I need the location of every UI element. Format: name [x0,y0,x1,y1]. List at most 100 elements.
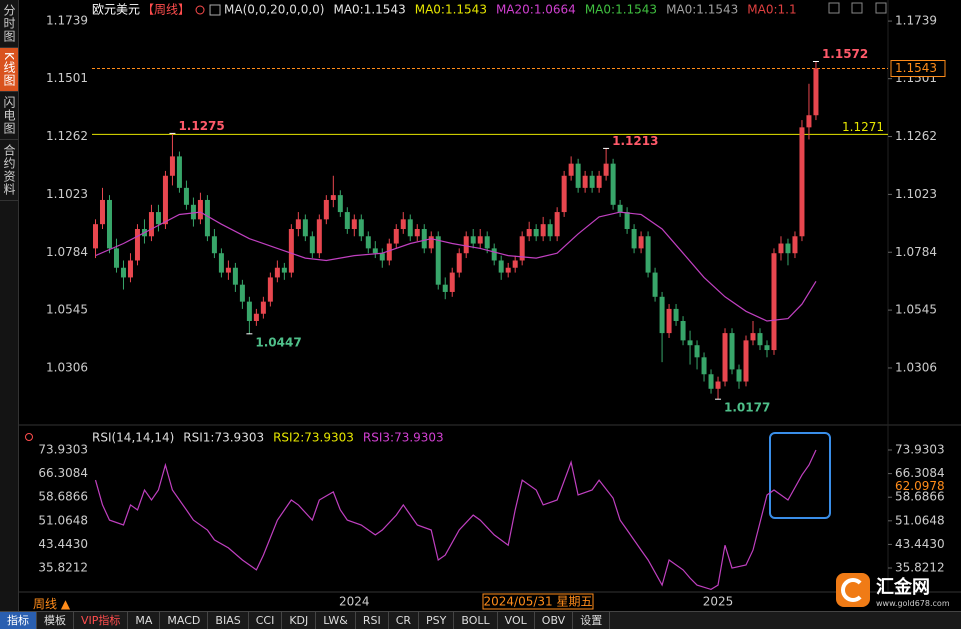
period-label: 【周线】 [142,3,190,17]
candle-body [771,253,777,351]
y-tick-label: 58.6866 [38,490,88,504]
candle-body [379,253,385,261]
cursor-date: 2024/05/31 星期五 [484,595,593,609]
y-tick-label: 1.1262 [895,129,937,143]
candle-body [365,236,371,249]
candle-body [120,267,126,278]
toolbar-item[interactable]: PSY [419,612,455,629]
settings-icon[interactable] [209,4,221,16]
candle-body [435,236,441,285]
candle-body [169,156,175,176]
y-tick-label: 1.1023 [895,187,937,201]
candle-body [225,267,231,273]
candle-body [589,175,595,188]
candle-body [729,333,735,370]
x-tick-label: 2024 [339,595,370,609]
candle-body [99,199,105,225]
legend-label: MA(0,0,20,0,0,0) [224,3,324,17]
candle-body [197,199,203,220]
candle-body [785,243,791,254]
logo-icon [836,573,870,607]
candle-body [813,68,819,116]
logo-name: 汇金网 [876,576,930,598]
candle-body [148,212,154,237]
candle-body [659,296,665,334]
candle-body [358,219,364,237]
side-tab[interactable]: 闪电图 [0,92,18,140]
toolbar-item[interactable]: 指标 [0,612,37,629]
candle-body [351,219,357,230]
candle-body [666,308,672,334]
y-tick-label: 43.4430 [895,537,945,551]
logo-url: www.gold678.com [876,598,950,608]
candle-body [246,301,252,322]
y-tick-label: 35.8212 [895,561,945,575]
y-tick-label: 66.3084 [38,466,88,480]
toolbar-item[interactable]: KDJ [282,612,317,629]
toolbar-item[interactable]: LW& [316,612,356,629]
toolbar-item[interactable]: VOL [498,612,535,629]
toolbar-item[interactable]: BOLL [454,612,498,629]
y-tick-label: 73.9303 [895,443,945,457]
window-icon[interactable] [851,2,863,14]
candle-body [743,340,749,382]
y-tick-label: 51.0648 [38,513,88,527]
candle-body [498,260,504,273]
side-tab[interactable]: 合约资料 [0,140,18,201]
chart: 2024/05/31 星期五 欧元美元 【周线】 MA(0,0,20,0,0,0) M… [18,0,961,610]
candle-body [344,212,350,230]
candle-body [554,212,560,237]
side-tab[interactable]: 分时图 [0,0,18,48]
side-tab[interactable]: K线图 [0,48,18,92]
candle-body [281,267,287,273]
window-icon[interactable] [828,2,840,14]
candle-body [309,236,315,254]
toolbar-item[interactable]: CR [389,612,420,629]
candle-body [162,175,168,225]
y-tick-label: 1.0784 [895,245,937,259]
candle-body [526,229,532,237]
candle-body [533,229,539,237]
y-tick-label: 1.0306 [895,360,937,374]
candle-body [687,340,693,346]
candle-body [421,229,427,249]
y-tick-label: 1.0545 [895,303,937,317]
period-switch[interactable]: 周线 ▲ [33,597,71,611]
y-tick-label: 1.0545 [46,303,88,317]
toolbar-item[interactable]: MACD [160,612,209,629]
add-icon[interactable] [195,5,205,15]
candle-body [337,195,343,213]
candle-body [400,219,406,230]
y-tick-label: 1.1739 [46,14,88,28]
candle-body [190,204,196,220]
toolbar-item[interactable]: MA [128,612,161,629]
indicator-icon[interactable] [25,433,33,441]
candle-body [806,115,812,128]
cursor-value: 62.0978 [895,479,945,493]
candle-body [288,229,294,273]
candle-body [694,345,700,358]
candle-body [778,243,784,254]
legend-label: MA0:1.1543 [666,3,738,17]
x-tick-label: 2025 [703,595,734,609]
y-tick-label: 1.0306 [46,360,88,374]
candle-body [624,212,630,230]
chart-title: 欧元美元 [92,3,140,17]
toolbar-item[interactable]: RSI [356,612,389,629]
toolbar-item[interactable]: 设置 [573,612,611,629]
toolbar-item[interactable]: VIP指标 [74,612,129,629]
candle-body [673,308,679,322]
legend-label: MA0:1.1543 [585,3,657,17]
toolbar-item[interactable]: BIAS [208,612,249,629]
candle-body [561,175,567,213]
candle-body [155,212,161,225]
candle-body [708,374,714,389]
legend-label: RSI2:73.9303 [273,431,354,445]
window-icon[interactable] [875,2,887,14]
toolbar-item[interactable]: CCI [249,612,283,629]
candle-body [127,260,133,278]
extreme-label: 1.1572 [822,47,868,61]
y-tick-label: 1.1501 [46,71,88,85]
toolbar-item[interactable]: 模板 [37,612,74,629]
toolbar-item[interactable]: OBV [535,612,574,629]
